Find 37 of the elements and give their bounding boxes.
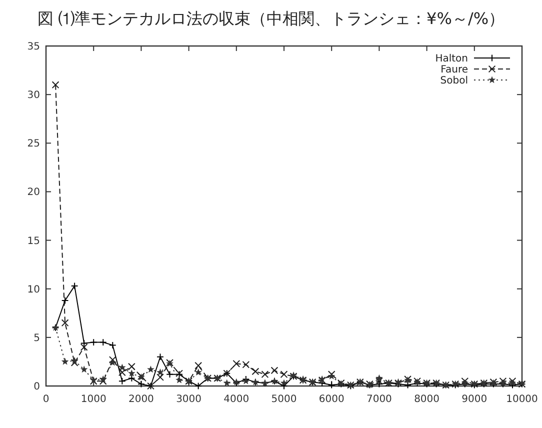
point: [80, 366, 88, 373]
point: [176, 376, 183, 384]
legend-label: Faure: [440, 64, 468, 76]
x-tick-label: 1000: [80, 394, 106, 405]
y-tick-label: 25: [27, 138, 40, 150]
point: [61, 358, 69, 365]
point: [194, 368, 202, 376]
x-tick-label: 6000: [318, 394, 344, 405]
point: [156, 368, 164, 376]
chart-title: 図 ⑴準モンテカルロ法の収束（中相関、トランシェ：¥%～/%）: [37, 9, 505, 28]
point: [70, 356, 78, 364]
point: [223, 379, 231, 386]
point: [118, 364, 126, 371]
legend-label: Sobol: [440, 76, 468, 86]
point: [128, 370, 136, 376]
y-tick-label: 15: [27, 236, 40, 247]
x-tick-label: 0: [42, 394, 50, 405]
y-tick-label: 0: [34, 382, 40, 392]
point: [147, 366, 154, 373]
y-tick-label: 10: [27, 284, 40, 296]
x-tick-label: 2000: [128, 394, 154, 405]
legend-label: Halton: [435, 54, 468, 64]
point: [99, 375, 107, 382]
point: [280, 379, 288, 386]
x-tick-label: 10000: [506, 394, 538, 405]
x-tick-label: 4000: [224, 394, 250, 405]
y-tick-label: 20: [27, 187, 40, 198]
x-tick-label: 3000: [176, 394, 202, 405]
x-tick-label: 9000: [462, 394, 488, 405]
y-tick-label: 35: [27, 42, 40, 52]
point: [376, 374, 383, 382]
x-tick-label: 5000: [271, 394, 297, 405]
y-tick-label: 30: [27, 90, 40, 102]
y-tick-label: 5: [34, 332, 40, 344]
x-tick-label: 8000: [414, 394, 440, 405]
x-tick-label: 7000: [366, 394, 392, 405]
point: [108, 358, 116, 366]
